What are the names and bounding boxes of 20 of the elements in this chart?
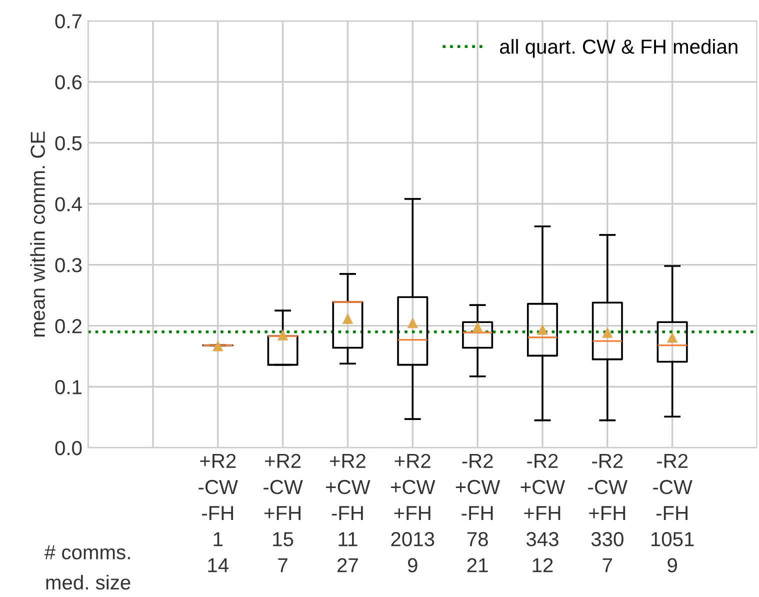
x-tick-label: -R2 +CW -FH 78 21 — [456, 454, 500, 572]
y-tick-label: 0.2 — [55, 319, 82, 334]
x-tick-label: -R2 -CW +FH 330 7 — [588, 454, 628, 572]
y-tick-label: 0.7 — [55, 14, 82, 28]
y-tick-label: 0.6 — [55, 75, 82, 90]
y-tick-label: 0.4 — [55, 197, 82, 212]
legend-label: all quart. CW & FH median — [500, 39, 738, 58]
x-tick-label: +R2 +CW -FH 11 27 — [326, 454, 370, 572]
y-tick-label: 0.5 — [55, 136, 82, 150]
text: # comms. — [44, 545, 130, 560]
x-tick-label: +R2 +CW +FH 2013 9 — [390, 454, 436, 572]
x-tick-label: +R2 -CW +FH 15 7 — [264, 454, 303, 572]
x-tick-label: -R2 +CW +FH 343 12 — [520, 454, 566, 572]
y-tick-label: 0.0 — [55, 440, 82, 456]
y-tick-label: 0.1 — [55, 380, 82, 394]
y-axis-title: mean within comm. CE — [30, 132, 45, 336]
x-tick-label: +R2 -CW -FH 1 14 — [198, 454, 238, 572]
text: med. size — [46, 574, 130, 590]
y-tick-label: 0.3 — [55, 258, 82, 272]
x-tick-label: -R2 -CW -FH 1051 9 — [651, 454, 694, 572]
